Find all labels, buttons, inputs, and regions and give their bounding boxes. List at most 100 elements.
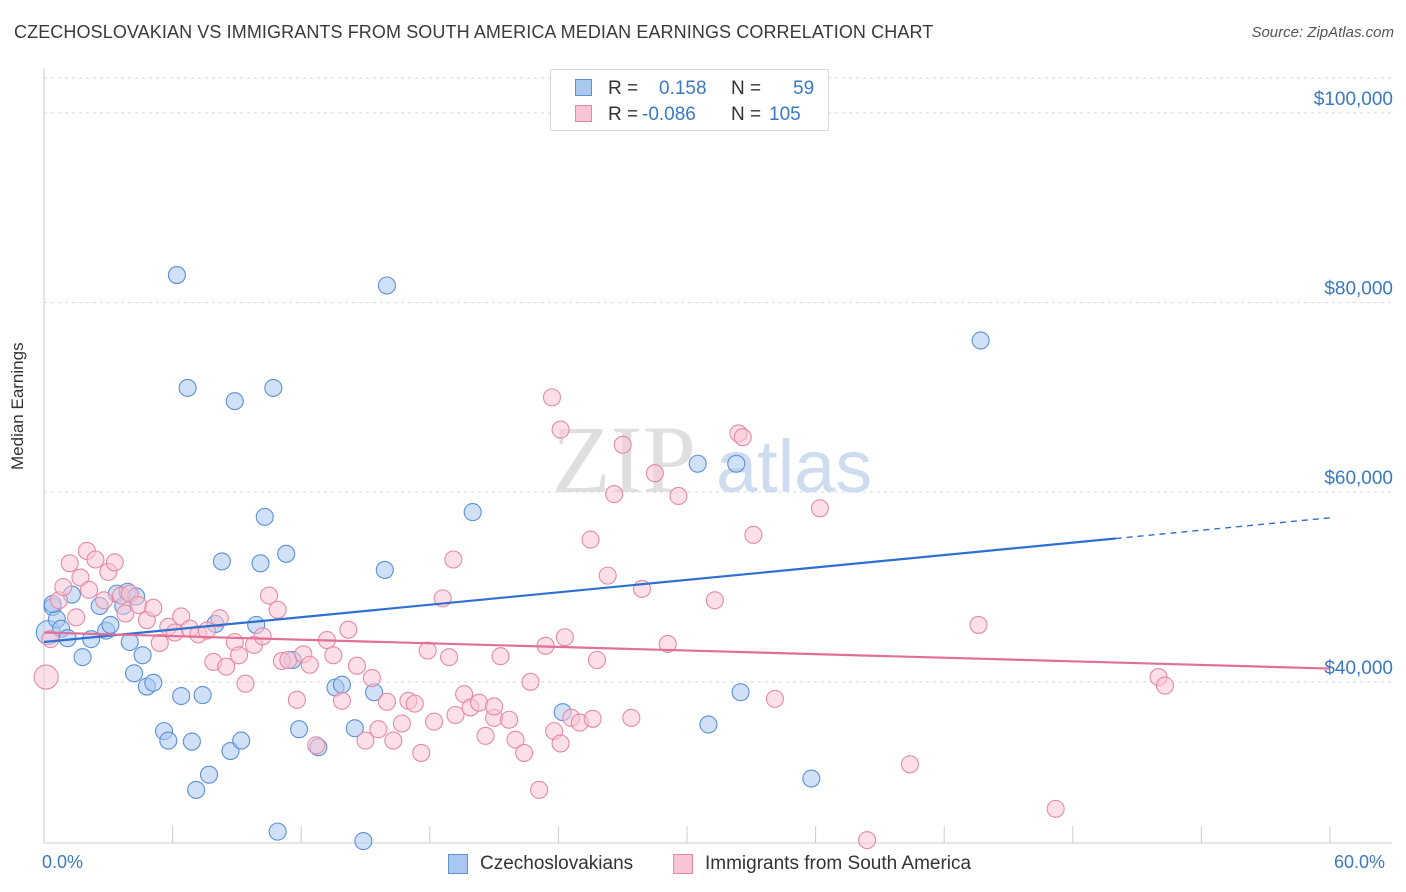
data-point-immigrants [470,693,489,712]
data-point-immigrants [33,664,59,690]
data-point-immigrants [1155,676,1175,695]
data-point-czechoslovakians [268,822,287,841]
data-point-czechoslovakians [699,715,718,734]
data-point-czechoslovakians [802,769,821,788]
data-point-immigrants [339,620,358,639]
data-point-czechoslovakians [187,780,206,799]
data-point-immigrants [744,525,763,544]
data-point-immigrants [500,710,519,729]
data-point-immigrants [900,755,919,774]
data-point-immigrants [446,705,465,725]
data-point-czechoslovakians [159,731,178,750]
data-point-immigrants [1046,799,1065,818]
data-point-immigrants [392,714,411,733]
trend-line-immigrants [43,631,1331,670]
data-point-czechoslovakians [688,454,707,473]
trend-line-extension [1115,517,1331,540]
data-point-immigrants [598,566,617,585]
data-point-immigrants [521,672,540,691]
chart-title: CZECHOSLOVAKIAN VS IMMIGRANTS FROM SOUTH… [14,22,934,42]
data-point-immigrants [324,646,343,665]
data-point-immigrants [129,595,148,615]
data-point-czechoslovakians [101,615,120,634]
data-point-immigrants [217,657,236,676]
data-point-immigrants [377,692,396,711]
data-point-czechoslovakians [124,664,144,683]
data-point-immigrants [405,694,424,713]
data-point-immigrants [332,691,351,710]
data-point-immigrants [79,580,99,599]
data-point-immigrants [587,650,607,670]
y-tick-label: $40,000 [1324,658,1393,679]
data-point-immigrants [485,697,504,716]
data-point-czechoslovakians [264,378,283,397]
x-tick-label-max: 60.0% [1334,852,1386,872]
bottom-legend-swatch-blue [448,854,468,874]
data-point-immigrants [705,591,724,610]
data-point-immigrants [491,647,510,666]
data-point-immigrants [622,708,641,727]
data-point-immigrants [300,655,319,674]
data-point-czechoslovakians [212,552,231,571]
data-point-immigrants [67,608,86,627]
trend-layer [43,517,1331,670]
legend-n-label: N = [731,104,762,125]
data-point-immigrants [613,435,632,454]
data-point-immigrants [172,607,191,626]
data-point-immigrants [555,628,574,647]
watermark: ZIP atlas [552,406,872,513]
data-point-immigrants [165,623,184,642]
data-point-immigrants [268,600,287,619]
legend-swatch-pink [575,105,592,122]
legend-swatch-blue [575,79,592,96]
data-point-immigrants [253,627,272,646]
legend-r-label: R = [608,78,639,99]
data-point-czechoslovakians [332,675,351,694]
data-point-czechoslovakians [225,392,244,411]
legend-n-label: N = [731,78,762,99]
data-point-immigrants [765,689,784,708]
grid-layer [44,77,1392,683]
trend-line-czechoslovakians [43,537,1116,644]
data-point-czechoslovakians [167,266,186,285]
data-point-immigrants [150,633,169,652]
data-point-immigrants [583,709,602,728]
points-layer [33,266,1175,851]
data-point-immigrants [54,577,73,597]
data-point-immigrants [356,731,375,750]
data-point-czechoslovakians [193,686,212,705]
data-point-czechoslovakians [375,560,394,579]
data-point-czechoslovakians [133,646,152,665]
legend-n-value: 59 [793,78,815,99]
data-point-immigrants [60,554,79,573]
y-tick-label: $80,000 [1324,279,1393,300]
data-point-immigrants [530,780,549,799]
data-point-czechoslovakians [172,686,191,706]
y-tick-label: $60,000 [1324,468,1393,489]
data-point-immigrants [412,743,431,762]
data-point-immigrants [307,736,326,755]
data-point-immigrants [476,726,495,745]
data-point-immigrants [658,634,677,653]
data-point-immigrants [581,530,600,549]
y-tick-labels: $40,000 $60,000 $80,000 $100,000 [1314,89,1393,679]
data-point-czechoslovakians [354,832,373,851]
legend-r-value: -0.086 [642,104,696,125]
data-point-immigrants [347,656,366,675]
y-tick-label: $100,000 [1314,89,1393,110]
data-point-czechoslovakians [255,507,274,526]
data-point-immigrants [279,650,298,670]
data-point-immigrants [733,428,752,447]
data-point-immigrants [418,641,437,660]
data-point-immigrants [362,668,381,688]
data-point-czechoslovakians [731,683,750,702]
data-point-immigrants [506,730,525,749]
data-point-czechoslovakians [377,276,396,295]
data-point-immigrants [116,604,135,623]
data-point-immigrants [384,731,403,750]
bottom-legend-swatch-pink [673,854,693,874]
data-point-immigrants [810,499,829,518]
data-point-immigrants [440,648,459,667]
data-point-immigrants [969,615,988,634]
